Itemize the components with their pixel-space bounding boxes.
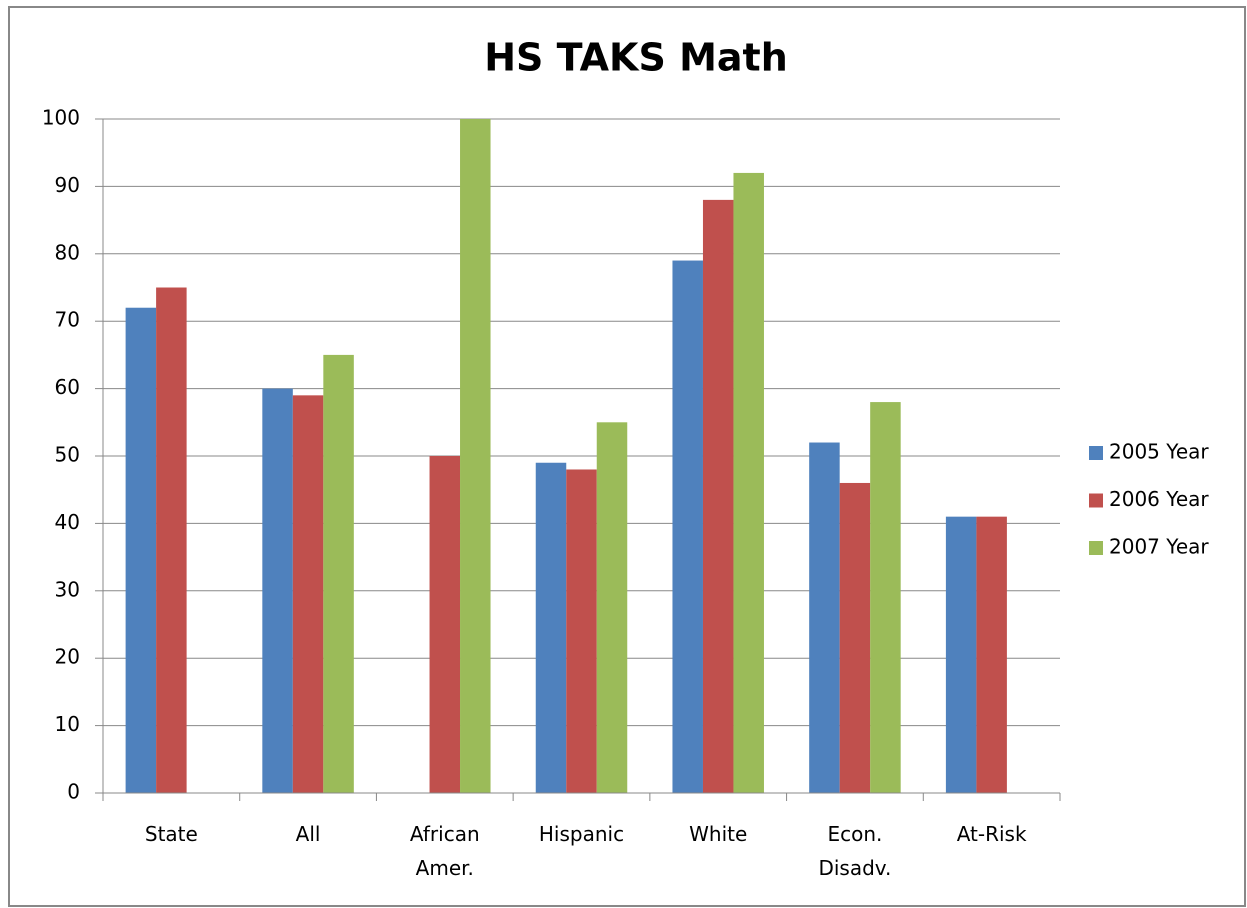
y-tick-label: 0: [67, 780, 80, 804]
y-tick-label: 90: [55, 173, 80, 197]
legend-label: 2005 Year: [1109, 440, 1209, 464]
legend-swatch: [1089, 541, 1103, 555]
bar: [870, 402, 901, 793]
y-tick-label: 40: [55, 510, 80, 534]
bar: [976, 516, 1007, 793]
bar: [292, 395, 324, 793]
x-tick-label: Hispanic: [539, 822, 624, 846]
bar: [809, 442, 840, 793]
bar: [460, 119, 491, 793]
y-tick-label: 80: [55, 240, 80, 264]
x-tick-label: All: [296, 822, 321, 846]
x-tick-label: Econ. Disadv.: [818, 822, 891, 880]
bar: [945, 516, 977, 793]
bar: [839, 482, 871, 793]
y-tick-label: 70: [55, 308, 80, 332]
x-tick-label: African Amer.: [410, 822, 480, 880]
y-tick-label: 60: [55, 375, 80, 399]
x-tick-label: White: [689, 822, 747, 846]
x-tick-label: At-Risk: [957, 822, 1027, 846]
y-tick-label: 50: [55, 443, 80, 467]
legend-label: 2007 Year: [1109, 535, 1209, 559]
bar: [672, 260, 703, 793]
y-tick-label: 10: [55, 712, 80, 736]
legend-label: 2006 Year: [1109, 487, 1209, 511]
bar: [323, 354, 354, 793]
bar: [702, 199, 734, 793]
bar: [566, 469, 597, 793]
y-tick-label: 20: [55, 645, 80, 669]
x-tick-label: State: [145, 822, 198, 846]
bar: [156, 287, 187, 793]
bar: [733, 172, 764, 794]
bar: [596, 422, 628, 793]
bar: [535, 462, 567, 793]
bar: [262, 388, 293, 793]
legend-swatch: [1089, 446, 1103, 460]
bar: [429, 456, 461, 793]
legend-swatch: [1089, 493, 1103, 508]
y-tick-label: 30: [55, 577, 80, 601]
y-tick-label: 100: [42, 106, 80, 130]
bar: [125, 307, 157, 793]
chart-title: HS TAKS Math: [484, 36, 788, 80]
